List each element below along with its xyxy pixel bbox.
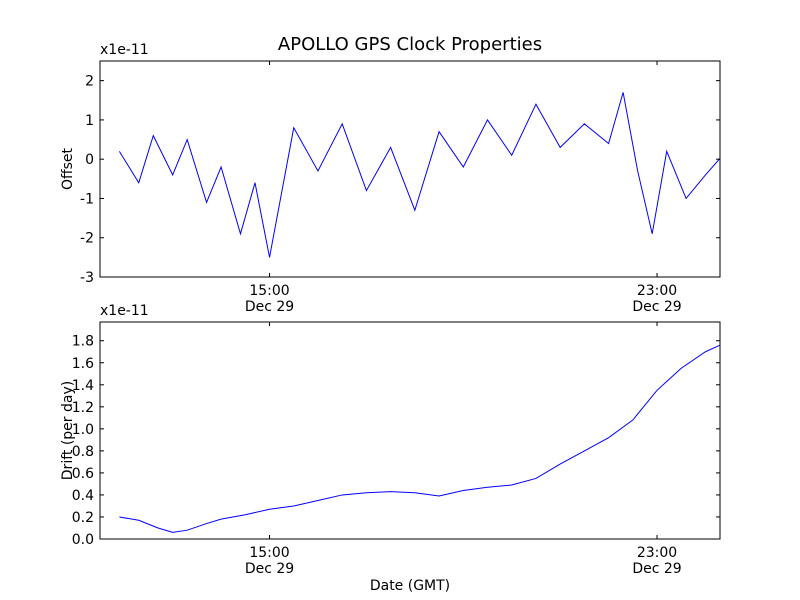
y-tick-label: 0.6 (72, 466, 94, 482)
y-tick-label: 2 (85, 74, 94, 90)
y-tick-label: 1.4 (72, 378, 94, 394)
y-tick-label: 0.4 (72, 488, 94, 504)
x-axis-label: Date (GMT) (370, 578, 450, 594)
y-tick-label: 1 (85, 113, 94, 129)
y-tick-label: 1.0 (72, 422, 94, 438)
drift-series-line-0 (119, 344, 720, 533)
y-tick-label: 1.8 (72, 334, 94, 350)
y-tick-label: -1 (80, 191, 94, 207)
chart-title: APOLLO GPS Clock Properties (278, 34, 542, 55)
x-tick-label-date: Dec 29 (245, 299, 294, 315)
y-tick-label: -2 (80, 231, 94, 247)
axis-offset-text: x1e-11 (100, 42, 149, 58)
x-tick-label-time: 23:00 (637, 545, 677, 561)
offset-series-line-0 (118, 92, 720, 258)
y-tick-label: 1.6 (72, 356, 94, 372)
y-tick-label: 0.8 (72, 444, 94, 460)
y-tick-label: 0.0 (72, 532, 94, 548)
x-tick-label-time: 23:00 (637, 283, 677, 299)
y-tick-label: 0 (85, 152, 94, 168)
y-axis-label: Offset (60, 147, 76, 190)
x-tick-label-time: 15:00 (249, 283, 289, 299)
y-tick-label: 0.2 (72, 510, 94, 526)
x-tick-label-time: 15:00 (249, 545, 289, 561)
y-tick-label: 1.2 (72, 400, 94, 416)
x-tick-label-date: Dec 29 (632, 299, 681, 315)
axes-frame (99, 60, 721, 278)
axis-offset-text: x1e-11 (100, 303, 149, 319)
axes-frame (99, 321, 721, 540)
x-tick-label-date: Dec 29 (632, 561, 681, 577)
y-axis-label: Drift (per day) (60, 381, 76, 480)
x-tick-label-date: Dec 29 (245, 561, 294, 577)
y-tick-label: -3 (80, 270, 94, 286)
